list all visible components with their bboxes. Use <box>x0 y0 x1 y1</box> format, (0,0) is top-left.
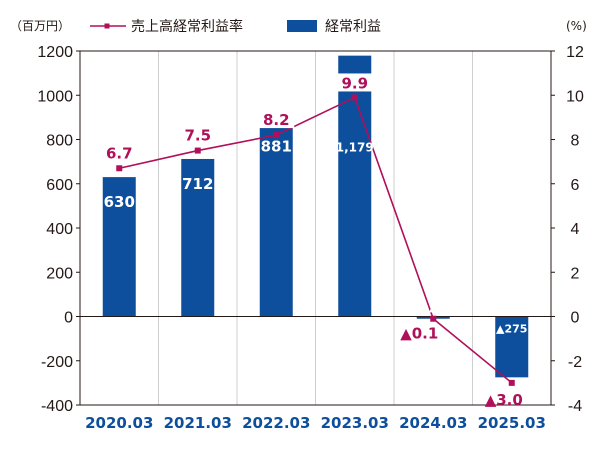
rate-value-label: ▲3.0 <box>485 391 523 409</box>
rate-point-2024.03 <box>430 315 437 322</box>
rate-point-2022.03 <box>273 132 280 139</box>
label-layer: 630 712 881 1,179 ▲10 ▲275 6.7 7.5 8.2 9.9 ▲0.1 ▲3.… <box>104 73 527 409</box>
rate-point-2021.03 <box>194 147 201 154</box>
legend-profit-swatch <box>287 20 317 32</box>
rate-label-background <box>258 110 295 129</box>
rate-value-label: 9.9 <box>341 74 368 92</box>
rate-value-label: 7.5 <box>184 127 211 145</box>
category-label: 2020.03 <box>85 414 153 432</box>
bar-2025.03 <box>495 316 529 378</box>
category-label: 2023.03 <box>321 414 389 432</box>
bar-value-label: 630 <box>104 193 135 211</box>
left-tick-label: 600 <box>46 177 73 194</box>
legend-rate-label: 売上高経常利益率 <box>131 18 243 35</box>
bar-value-label: 712 <box>182 175 213 193</box>
grid-layer <box>158 51 473 405</box>
bar-value-label: 881 <box>261 138 292 156</box>
category-label: 2025.03 <box>478 414 546 432</box>
rate-line <box>119 96 513 384</box>
bar-value-label: ▲275 <box>496 323 527 336</box>
legend-rate-marker <box>104 23 110 29</box>
bar-value-label: 1,179 <box>336 141 374 155</box>
right-tick-label: -2 <box>568 354 582 371</box>
left-tick-label: 800 <box>46 133 73 150</box>
left-tick-label: -200 <box>41 354 73 371</box>
category-label: 2024.03 <box>399 414 467 432</box>
right-tick-label: 2 <box>571 265 580 282</box>
right-tick-label: 6 <box>571 177 580 194</box>
bar-2022.03 <box>259 121 293 317</box>
rate-value-label: ▲0.1 <box>400 325 438 343</box>
left-tick-label: 400 <box>46 221 73 238</box>
legend-profit-label: 経常利益 <box>325 19 381 35</box>
rate-point-2023.03 <box>351 94 358 101</box>
left-tick-label: 1000 <box>37 88 73 105</box>
right-tick-label: 8 <box>571 133 580 150</box>
left-tick-label: 0 <box>64 310 73 327</box>
category-label: 2021.03 <box>164 414 232 432</box>
axis-layer: 1200 1000 800 600 400 200 0 -200 -400 12 10 8 6 4 2 0 -2… <box>37 44 584 432</box>
bar-2021.03 <box>181 158 215 317</box>
right-tick-label: 10 <box>566 88 584 105</box>
right-tick-label: 4 <box>571 221 580 238</box>
rate-value-label: 8.2 <box>263 111 290 129</box>
left-tick-label: 200 <box>46 265 73 282</box>
category-label: 2022.03 <box>242 414 310 432</box>
right-tick-label: -4 <box>568 398 582 415</box>
rate-point-2020.03 <box>116 165 123 172</box>
bar-layer <box>102 55 529 378</box>
rate-value-label: 6.7 <box>106 144 133 162</box>
left-tick-label: -400 <box>41 398 73 415</box>
bar-value-label: ▲10 <box>429 297 461 315</box>
right-tick-label: 0 <box>571 310 580 327</box>
right-tick-label: 12 <box>566 44 584 61</box>
bar-2020.03 <box>102 177 136 317</box>
rate-point-2025.03 <box>508 379 515 386</box>
legend: 売上高経常利益率 経常利益 <box>90 18 381 35</box>
line-layer <box>116 94 515 386</box>
rate-label-background <box>336 73 373 92</box>
right-axis-unit: (%) <box>566 19 587 33</box>
left-tick-label: 1200 <box>37 44 73 61</box>
left-axis-unit: （百万円） <box>10 19 70 33</box>
